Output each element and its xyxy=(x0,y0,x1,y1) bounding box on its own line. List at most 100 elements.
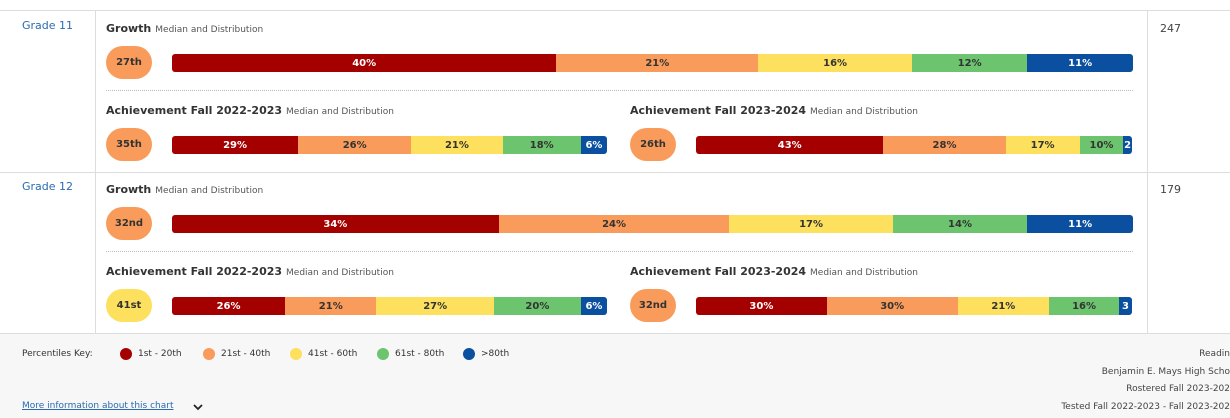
row-border xyxy=(0,333,1230,334)
row-border xyxy=(0,172,1230,173)
segment-label: 34% xyxy=(323,218,348,230)
footer xyxy=(0,334,1230,418)
key-item: 1st - 20th xyxy=(120,348,182,360)
key-item: >80th xyxy=(463,348,509,360)
dotted-separator xyxy=(106,251,1133,252)
segment-label: 21% xyxy=(991,300,1016,312)
distribution-segment: 2 xyxy=(1123,136,1132,154)
segment-label: 6% xyxy=(585,300,603,312)
section-subtitle: Median and Distribution xyxy=(810,107,918,117)
key-label: 21st - 40th xyxy=(221,349,271,359)
segment-label: 21% xyxy=(318,300,343,312)
segment-label: 14% xyxy=(948,218,972,230)
segment-label: 40% xyxy=(352,57,377,69)
key-item: 61st - 80th xyxy=(377,348,444,360)
distribution-segment: 24% xyxy=(498,215,730,233)
section-title: Achievement Fall 2022-2023 Median and Dis… xyxy=(106,104,394,117)
dotted-separator xyxy=(106,90,1133,91)
key-label: >80th xyxy=(481,349,510,359)
column-border xyxy=(95,10,96,333)
key-item: 41st - 60th xyxy=(290,348,357,360)
grade-label: Grade 12 xyxy=(22,180,74,193)
median-badge: 32nd xyxy=(630,289,676,322)
segment-label: 17% xyxy=(799,218,824,230)
chevron xyxy=(193,404,203,411)
median-badge: 35th xyxy=(106,128,152,161)
segment-label: 11% xyxy=(1068,57,1093,69)
section-title: Growth Median and Distribution xyxy=(106,183,264,196)
distribution-segment: 10% xyxy=(1079,136,1124,154)
distribution-segment: 16% xyxy=(1049,297,1119,315)
distribution-segment: 40% xyxy=(172,54,557,72)
segment-label: 18% xyxy=(529,139,554,151)
distribution-segment: 27% xyxy=(376,297,494,315)
distribution-segment: 26% xyxy=(298,136,412,154)
distribution-segment: 18% xyxy=(502,136,581,154)
segment-label: 2 xyxy=(1124,139,1132,151)
distribution-segment: 21% xyxy=(285,297,377,315)
median-badge: 27th xyxy=(106,46,152,79)
section-title: Achievement Fall 2023-2024 Median and Dis… xyxy=(630,104,918,117)
segment-label: 10% xyxy=(1089,139,1114,151)
grade-label: Grade 11 xyxy=(22,19,74,32)
segment-label: 11% xyxy=(1068,218,1093,230)
segment-label: 27% xyxy=(423,300,448,312)
key-label: 1st - 20th xyxy=(138,349,182,359)
segment-label: 24% xyxy=(602,218,627,230)
distribution-segment: 28% xyxy=(883,136,1006,154)
key-swatch xyxy=(463,348,475,360)
column-border xyxy=(1147,10,1148,333)
segment-label: 30% xyxy=(880,300,905,312)
segment-label: 17% xyxy=(1030,139,1055,151)
segment-label: 12% xyxy=(957,57,982,69)
segment-label: 21% xyxy=(645,57,670,69)
info-line: Readin xyxy=(1199,349,1230,359)
median-badge: 26th xyxy=(630,128,676,161)
segment-label: 26% xyxy=(216,300,241,312)
segment-label: 28% xyxy=(932,139,957,151)
info-line: Benjamin E. Mays High Scho xyxy=(1101,366,1230,377)
distribution-segment: 21% xyxy=(411,136,503,154)
info-line: Tested Fall 2022-2023 - Fall 2023-202 xyxy=(1061,401,1230,412)
median-badge: 41st xyxy=(106,289,152,322)
distribution-segment: 34% xyxy=(172,215,499,233)
distribution-segment: 12% xyxy=(911,54,1028,72)
distribution-segment: 29% xyxy=(172,136,299,154)
segment-label: 30% xyxy=(749,300,774,312)
key-label: 61st - 80th xyxy=(395,349,445,359)
segment-label: 26% xyxy=(342,139,367,151)
distribution-segment: 6% xyxy=(580,136,607,154)
section-title: Achievement Fall 2022-2023 Median and Dis… xyxy=(106,265,394,278)
segment-label: 21% xyxy=(444,139,469,151)
key-swatch xyxy=(120,348,132,360)
distribution-segment: 6% xyxy=(580,297,607,315)
segment-label: 16% xyxy=(1072,300,1096,312)
distribution-segment: 14% xyxy=(892,215,1028,233)
distribution-segment: 3 xyxy=(1118,297,1132,315)
distribution-segment: 21% xyxy=(556,54,759,72)
section-subtitle: Median and Distribution xyxy=(286,268,394,278)
segment-label: 3 xyxy=(1121,300,1129,312)
segment-label: 16% xyxy=(823,57,848,69)
key-swatch xyxy=(377,348,389,360)
key-swatch xyxy=(290,348,302,360)
distribution-segment: 11% xyxy=(1027,215,1133,233)
more-info-link[interactable]: More information about this chart xyxy=(22,401,174,411)
key-swatch xyxy=(203,348,215,360)
section-subtitle: Median and Distribution xyxy=(286,107,394,117)
segment-label: 29% xyxy=(223,139,248,151)
distribution-segment: 20% xyxy=(493,297,581,315)
distribution-segment: 30% xyxy=(826,297,958,315)
distribution-segment: 11% xyxy=(1027,54,1133,72)
info-line: Rostered Fall 2023-202 xyxy=(1126,384,1230,394)
segment-label: 20% xyxy=(525,300,550,312)
median-badge: 32nd xyxy=(106,207,152,240)
student-count: 247 xyxy=(1160,22,1181,35)
distribution-segment: 16% xyxy=(758,54,912,72)
key-label: 41st - 60th xyxy=(308,349,358,359)
chevron-icon xyxy=(192,398,204,411)
student-count: 179 xyxy=(1160,183,1181,196)
distribution-segment: 17% xyxy=(1005,136,1080,154)
section-title: Achievement Fall 2023-2024 Median and Dis… xyxy=(630,265,918,278)
